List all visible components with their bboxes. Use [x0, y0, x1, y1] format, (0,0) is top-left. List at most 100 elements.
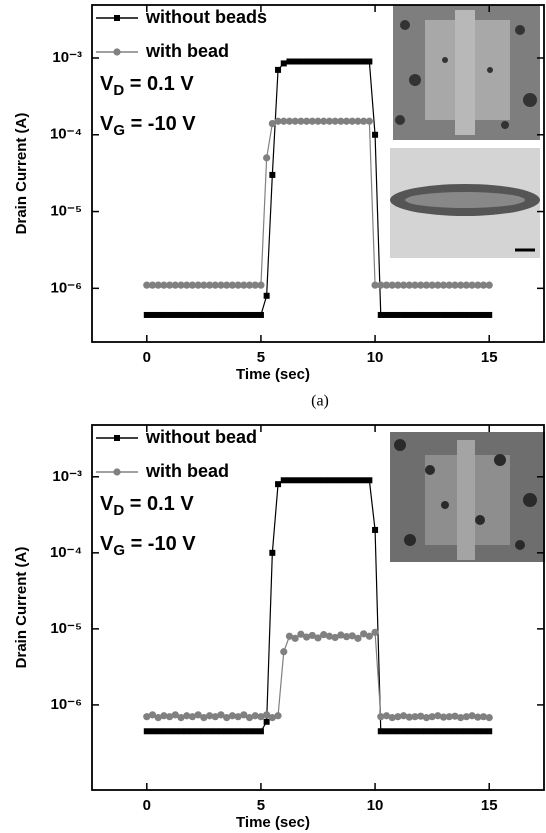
marker [326, 58, 333, 65]
marker [143, 728, 150, 735]
marker [348, 632, 356, 640]
y-tick-label: 10⁻⁶ [50, 279, 82, 296]
plot-frame [91, 4, 545, 343]
marker [429, 728, 436, 735]
marker [377, 281, 385, 289]
marker [229, 311, 236, 318]
legend-label: without bead [145, 427, 257, 447]
marker [195, 311, 202, 318]
marker [308, 631, 316, 640]
marker [371, 281, 379, 289]
marker [183, 311, 190, 318]
marker [474, 281, 482, 289]
marker [280, 648, 288, 656]
marker [223, 311, 230, 318]
marker [240, 711, 248, 719]
marker [285, 632, 294, 640]
marker [217, 311, 224, 318]
marker [360, 58, 367, 65]
marker [479, 281, 488, 289]
marker [354, 634, 362, 642]
annotation-subscript: D [113, 502, 124, 519]
marker [394, 713, 402, 721]
marker [252, 728, 259, 735]
marker [297, 477, 304, 484]
marker [440, 311, 447, 318]
marker [280, 117, 288, 125]
annotation-subscript: G [113, 542, 125, 559]
marker [405, 713, 413, 721]
marker [189, 728, 196, 735]
x-tick-label: 10 [367, 349, 384, 366]
marker [342, 633, 351, 641]
plot-frame [91, 424, 545, 791]
marker [445, 713, 453, 721]
marker [297, 58, 304, 65]
legend-marker [114, 15, 120, 21]
marker [143, 713, 151, 721]
marker [462, 281, 470, 289]
marker [434, 311, 441, 318]
marker [406, 728, 413, 735]
marker [485, 714, 493, 722]
marker [308, 117, 316, 125]
marker [320, 117, 328, 125]
marker [394, 311, 401, 318]
marker [252, 311, 259, 318]
marker [434, 281, 442, 289]
marker [315, 477, 321, 484]
marker [251, 281, 259, 289]
y-axis-label: Drain Current (A) [13, 113, 30, 235]
marker [462, 713, 470, 721]
marker [200, 714, 208, 722]
marker [434, 728, 441, 735]
marker [428, 281, 436, 289]
marker [388, 714, 396, 722]
y-tick-label: 10⁻⁵ [50, 203, 82, 220]
marker [474, 713, 482, 721]
marker [377, 713, 385, 721]
marker [354, 477, 361, 484]
marker [177, 281, 185, 289]
marker [394, 728, 401, 735]
x-tick-label: 0 [143, 797, 151, 814]
marker [479, 713, 488, 721]
inset-image-pattern [455, 10, 475, 135]
marker [189, 311, 196, 318]
marker [206, 311, 213, 318]
marker [292, 58, 299, 65]
marker [280, 477, 287, 484]
marker [446, 728, 453, 735]
marker [269, 171, 276, 178]
marker [411, 281, 419, 289]
marker [211, 713, 219, 721]
y-tick-label: 10⁻⁵ [50, 620, 82, 637]
annotation-subscript: D [113, 82, 124, 99]
marker [178, 311, 185, 318]
marker [360, 477, 367, 484]
legend-item: with bead [96, 41, 229, 61]
marker [268, 714, 276, 722]
legend-label: with bead [145, 41, 229, 61]
marker [343, 58, 350, 65]
marker [251, 712, 259, 720]
marker [439, 281, 448, 289]
marker [263, 718, 270, 725]
marker [474, 728, 481, 735]
marker [423, 311, 430, 318]
marker [337, 58, 344, 65]
marker [343, 477, 350, 484]
marker [451, 712, 459, 720]
marker [377, 728, 384, 735]
marker [205, 712, 214, 720]
marker [451, 281, 459, 289]
marker [411, 713, 419, 721]
y-tick-label: 10⁻⁶ [50, 696, 82, 713]
marker [372, 131, 379, 138]
marker [263, 292, 270, 299]
marker [389, 311, 396, 318]
marker [451, 728, 458, 735]
marker [445, 281, 453, 289]
marker [332, 58, 339, 65]
